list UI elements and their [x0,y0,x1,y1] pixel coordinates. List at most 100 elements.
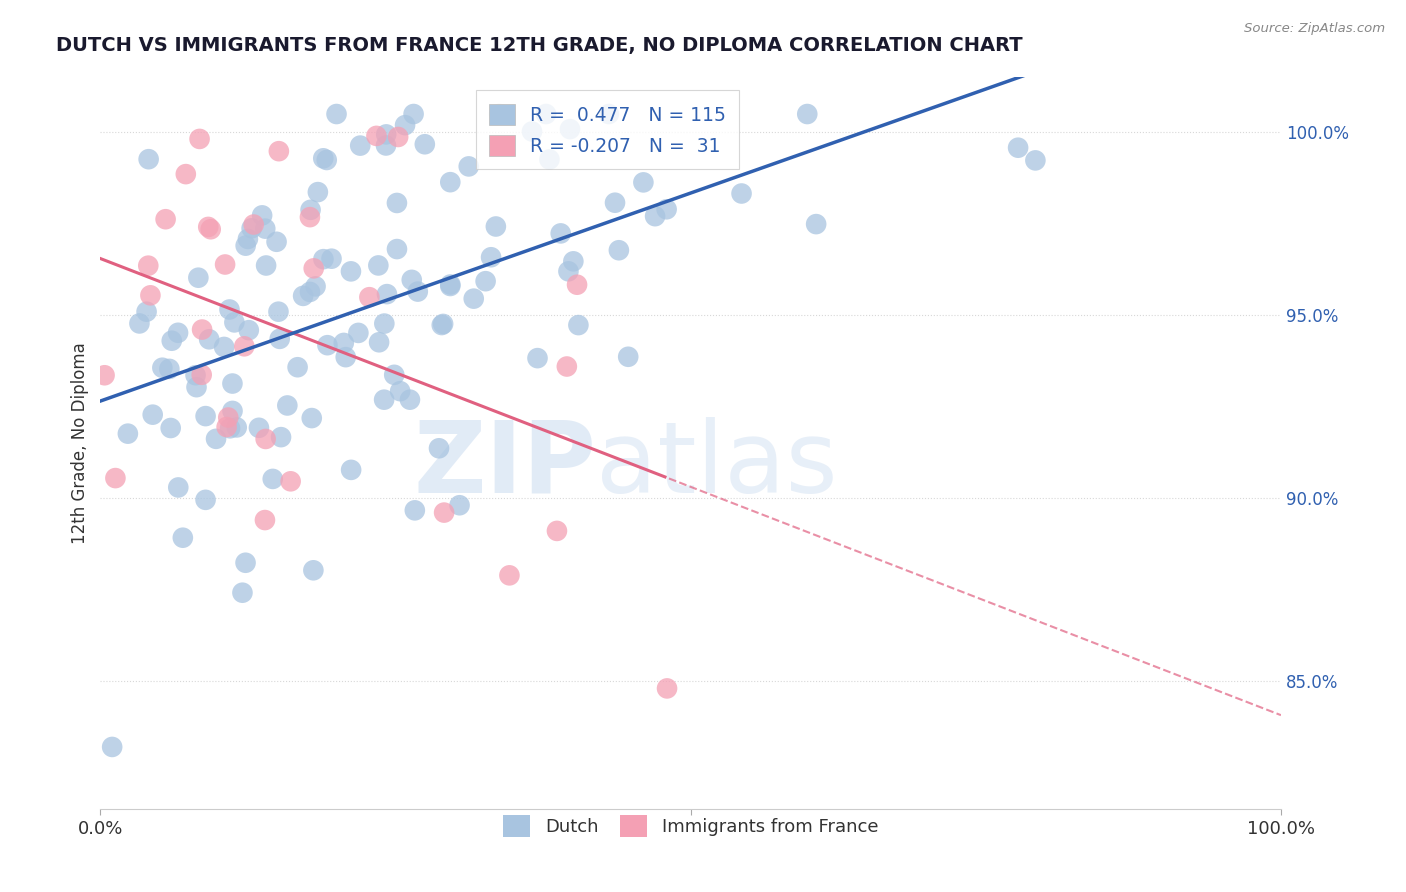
Point [562,254,585,268]
Point [567,318,589,332]
Point [240,221,263,235]
Point [488,107,510,121]
Point [603,195,626,210]
Point [796,107,818,121]
Point [498,568,520,582]
Point [298,285,321,299]
Point [233,339,256,353]
Point [349,138,371,153]
Point [321,252,343,266]
Point [198,332,221,346]
Point [93,368,115,383]
Point [287,360,309,375]
Point [520,124,543,138]
Point [550,227,572,241]
Point [221,376,243,391]
Point [269,332,291,346]
Point [221,404,243,418]
Point [404,503,426,517]
Point [254,432,277,446]
Point [366,128,388,143]
Point [375,138,398,153]
Point [262,472,284,486]
Point [439,175,461,189]
Point [136,259,159,273]
Point [302,563,325,577]
Point [186,380,208,394]
Point [373,392,395,407]
Point [138,152,160,166]
Point [316,338,339,352]
Point [150,360,173,375]
Point [439,277,461,292]
Point [449,498,471,512]
Point [538,153,561,167]
Point [399,392,422,407]
Point [565,277,588,292]
Point [302,261,325,276]
Point [266,235,288,249]
Point [385,242,408,256]
Point [389,384,412,399]
Point [217,410,239,425]
Point [427,442,450,456]
Point [382,368,405,382]
Point [219,421,242,435]
Point [655,681,678,696]
Point [633,175,655,189]
Point [439,279,461,293]
Point [804,217,827,231]
Y-axis label: 12th Grade, No Diploma: 12th Grade, No Diploma [72,343,89,544]
Point [214,258,236,272]
Point [474,274,496,288]
Point [617,350,640,364]
Point [432,317,454,331]
Point [526,351,548,365]
Point [299,202,322,217]
Point [197,219,219,234]
Point [101,739,124,754]
Point [250,208,273,222]
Point [401,273,423,287]
Point [301,411,323,425]
Point [385,196,408,211]
Legend: Dutch, Immigrants from France: Dutch, Immigrants from France [496,807,886,844]
Point [394,118,416,132]
Point [1007,141,1029,155]
Point [159,421,181,435]
Point [402,107,425,121]
Point [190,368,212,382]
Point [430,318,453,332]
Point [215,420,238,434]
Point [247,421,270,435]
Point [142,408,165,422]
Point [238,323,260,337]
Point [254,259,277,273]
Point [194,492,217,507]
Point [558,122,581,136]
Point [607,244,630,258]
Point [104,471,127,485]
Point [375,128,398,142]
Point [276,399,298,413]
Text: atlas: atlas [596,417,838,514]
Point [267,144,290,158]
Point [307,185,329,199]
Point [655,202,678,217]
Point [167,326,190,340]
Point [534,107,557,121]
Point [433,506,456,520]
Point [270,430,292,444]
Point [128,317,150,331]
Point [557,264,579,278]
Point [463,292,485,306]
Point [191,322,214,336]
Text: Source: ZipAtlas.com: Source: ZipAtlas.com [1244,22,1385,36]
Point [1024,153,1046,168]
Point [312,252,335,267]
Point [644,209,666,223]
Point [231,585,253,599]
Point [375,287,398,301]
Point [367,259,389,273]
Point [253,513,276,527]
